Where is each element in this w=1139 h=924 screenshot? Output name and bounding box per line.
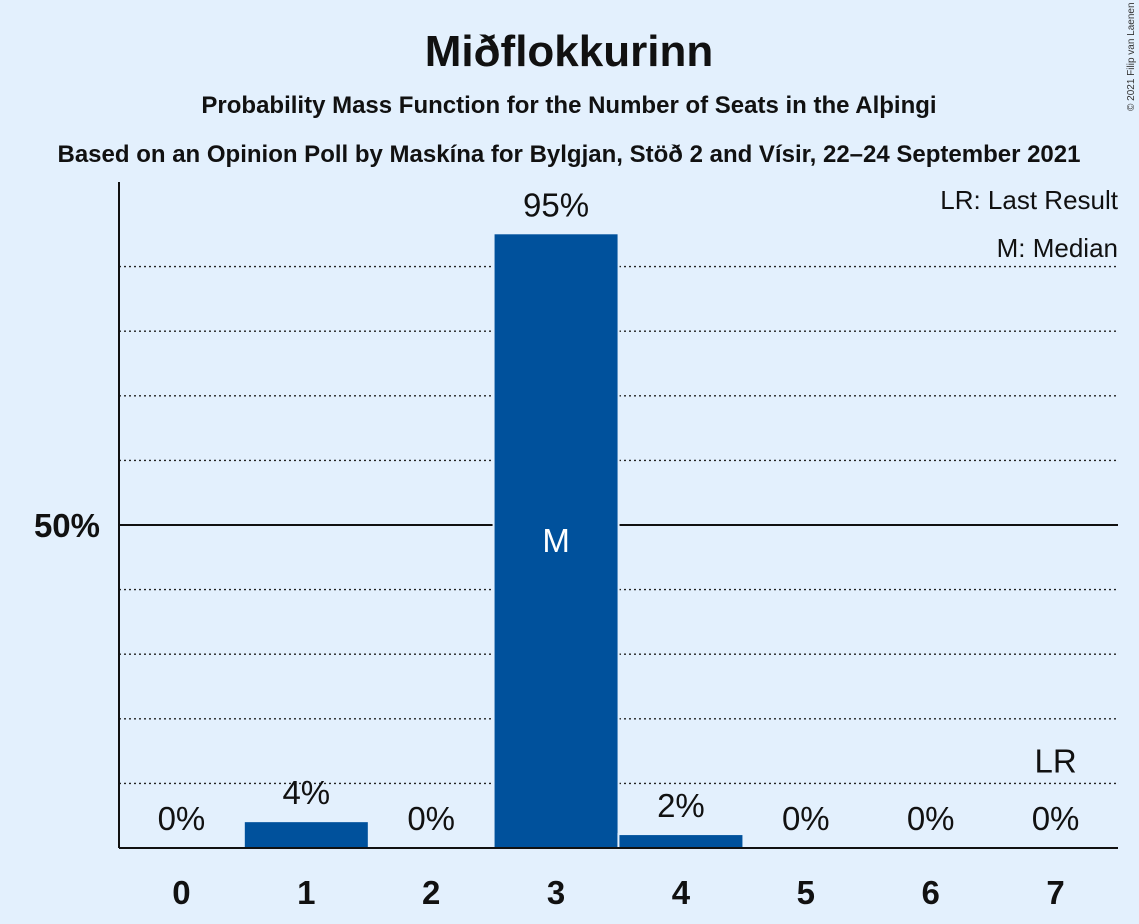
- x-tick-label: 5: [797, 874, 815, 911]
- x-tick-label: 2: [422, 874, 440, 911]
- bar-label-2: 0%: [407, 800, 455, 837]
- x-tick-label: 0: [172, 874, 190, 911]
- y-tick-label: 50%: [34, 507, 100, 544]
- copyright: © 2021 Filip van Laenen: [1126, 2, 1137, 111]
- bar-label-1: 4%: [282, 774, 330, 811]
- x-tick-label: 1: [297, 874, 315, 911]
- bar-label-3: 95%: [523, 186, 589, 223]
- bar-label-0: 0%: [158, 800, 206, 837]
- x-tick-label: 3: [547, 874, 565, 911]
- legend-last-result: LR: Last Result: [940, 185, 1119, 215]
- x-tick-label: 7: [1046, 874, 1064, 911]
- chart-source: Based on an Opinion Poll by Maskína for …: [58, 141, 1081, 168]
- median-marker: M: [542, 522, 570, 559]
- bar-label-6: 0%: [907, 800, 955, 837]
- axes: 0 1 2 3 4 5 6 7 50%: [34, 182, 1118, 911]
- bar-labels: 0% 4% 0% 95% 2% 0% 0% 0% M LR: [158, 186, 1080, 837]
- bar-3: [494, 234, 618, 849]
- bar-1: [244, 822, 368, 848]
- bar-label-4: 2%: [657, 787, 705, 824]
- chart-subtitle: Probability Mass Function for the Number…: [201, 92, 936, 119]
- chart-title: Miðflokkurinn: [425, 27, 713, 76]
- x-tick-label: 4: [672, 874, 691, 911]
- last-result-marker: LR: [1034, 742, 1076, 779]
- bar-label-7: 0%: [1032, 800, 1080, 837]
- legend-median: M: Median: [997, 233, 1118, 263]
- bar-label-5: 0%: [782, 800, 830, 837]
- bars: [242, 232, 745, 849]
- bar-4: [619, 835, 743, 848]
- x-tick-label: 6: [922, 874, 940, 911]
